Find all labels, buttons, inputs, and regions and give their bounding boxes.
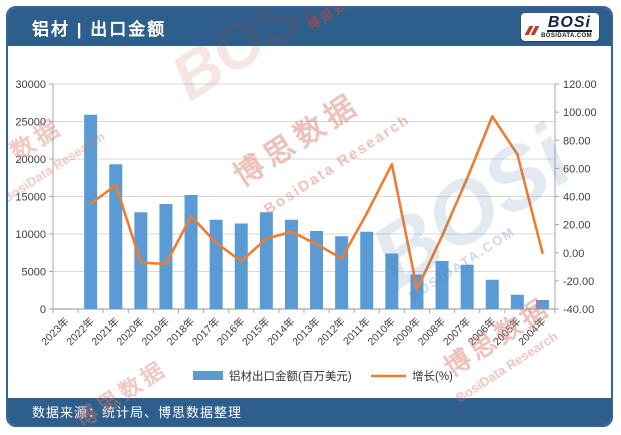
logo-wordmark: BOSi — [546, 14, 592, 32]
bar-2015年 — [259, 212, 273, 309]
legend-line-label: 增长(%) — [412, 369, 453, 383]
right-axis-label: 0.00 — [563, 248, 584, 260]
bar-2017年 — [209, 219, 223, 309]
bar-2005年 — [510, 294, 524, 309]
legend-bar-label: 铝材出口金额(百万美元) — [229, 369, 352, 383]
legend-bar-swatch — [193, 371, 223, 380]
growth-line — [89, 115, 544, 291]
left-axis-label: 30000 — [15, 79, 46, 91]
bosi-logo: BOSi BOSIDATA.COM — [521, 13, 599, 41]
bar-2006年 — [485, 279, 499, 309]
right-axis-label: 100.00 — [563, 107, 597, 119]
left-axis-label: 25000 — [15, 117, 46, 129]
right-axis-label: 40.00 — [563, 192, 591, 204]
bar-2013年 — [310, 231, 324, 309]
right-axis-label: -40.00 — [563, 304, 594, 316]
bar-2018年 — [184, 195, 198, 309]
bar-2014年 — [284, 219, 298, 309]
bar-2021年 — [109, 164, 123, 309]
left-axis-label: 20000 — [15, 154, 46, 166]
combo-chart-svg: 0 5000 10000 15000 20000 25000 30000 -40.00 -20.… — [15, 79, 597, 383]
left-axis-label: 0 — [40, 304, 46, 316]
right-axis-label: 80.00 — [563, 135, 591, 147]
bar-2012年 — [335, 236, 349, 309]
bar-2008年 — [435, 261, 449, 309]
bar-2011年 — [360, 231, 374, 309]
data-source-text: 数据来源：统计局、博思数据整理 — [32, 405, 243, 420]
left-axis-label: 15000 — [15, 192, 46, 204]
bar-2007年 — [460, 264, 474, 309]
right-axis-label: -20.00 — [563, 276, 594, 288]
bar-2019年 — [159, 204, 173, 309]
logo-stripes-icon — [524, 26, 540, 35]
report-card: 铝材 | 出口金额 BOSi BOSIDATA.COM 0 5000 10000 15… — [6, 6, 613, 427]
logo-domain: BOSIDATA.COM — [541, 33, 592, 39]
bar-2016年 — [234, 223, 248, 309]
left-axis-label: 10000 — [15, 229, 46, 241]
x-tick-label: 2012年 — [315, 315, 348, 348]
bar-2004年 — [535, 300, 549, 309]
footer-bar: 数据来源：统计局、博思数据整理 — [8, 398, 611, 425]
header-bar: 铝材 | 出口金额 BOSi BOSIDATA.COM — [8, 8, 611, 46]
page-title: 铝材 | 出口金额 — [32, 19, 167, 39]
right-axis-label: 60.00 — [563, 163, 591, 175]
right-axis-label: 20.00 — [563, 220, 591, 232]
left-axis-label: 5000 — [22, 267, 46, 279]
bar-2010年 — [385, 253, 399, 309]
bar-2022年 — [84, 114, 98, 309]
x-tick-label: 2004年 — [515, 315, 548, 348]
right-axis-label: 120.00 — [563, 79, 597, 91]
chart-area: 0 5000 10000 15000 20000 25000 30000 -40.00 -20.… — [8, 46, 611, 398]
